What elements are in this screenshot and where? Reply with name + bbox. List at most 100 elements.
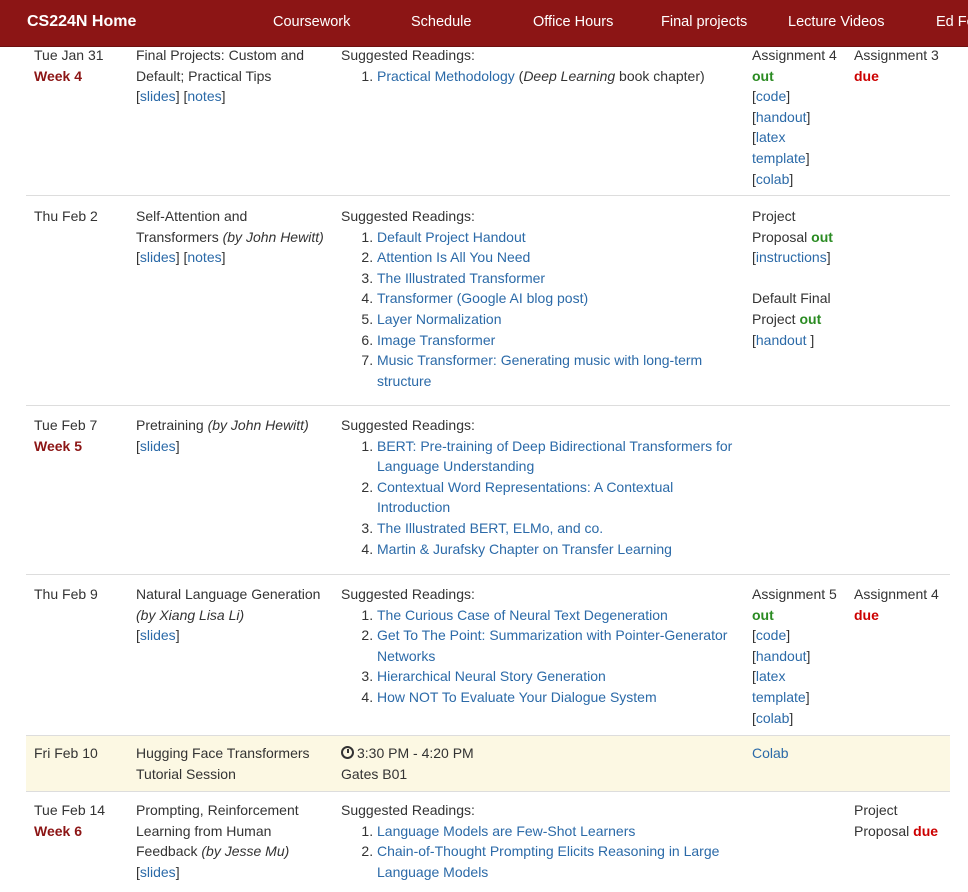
handout-link[interactable]: handout [755, 331, 811, 348]
code-link[interactable]: code [755, 627, 787, 644]
topic-title: Hugging Face Transformers Tutorial Sessi… [136, 745, 310, 782]
topic-cell: Hugging Face Transformers Tutorial Sessi… [136, 743, 331, 784]
colab-link[interactable]: Colab [752, 745, 789, 761]
nav-final-projects[interactable]: Final projects [661, 14, 748, 30]
top-navbar: CS224N Home Coursework Schedule Office H… [0, 0, 968, 47]
list-item: The Curious Case of Neural Text Degenera… [377, 605, 749, 626]
session-time: 3:30 PM - 4:20 PM [357, 745, 474, 761]
week-label: Week 6 [34, 822, 82, 839]
latex-text: latex [755, 668, 786, 685]
suggested-readings-label: Suggested Readings: [341, 802, 475, 818]
topic-cell: Self-Attention and Transformers (by John… [136, 208, 324, 266]
reading-note: ( [514, 67, 524, 84]
topic-title: Natural Language Generation [136, 586, 321, 602]
list-item: Language Models are Few-Shot Learners [377, 821, 749, 842]
reading-link[interactable]: Contextual Word Representations: A Conte… [377, 478, 674, 516]
events-cell: Assignment 5 out [code] [handout] [latex… [752, 586, 837, 726]
slides-link[interactable]: slides [139, 863, 176, 880]
reading-link[interactable]: Attention Is All You Need [377, 249, 531, 266]
session-info-cell: 3:30 PM - 4:20 PM Gates B01 [341, 743, 749, 784]
slides-link[interactable]: slides [139, 88, 176, 105]
readings-list: Default Project Handout Attention Is All… [341, 227, 749, 392]
reading-link[interactable]: Get To The Point: Summarization with Poi… [377, 627, 728, 664]
reading-link[interactable]: Transformer (Google AI blog post) [377, 290, 589, 307]
readings-list: Language Models are Few-Shot Learners Ch… [341, 821, 749, 883]
nav-schedule[interactable]: Schedule [411, 14, 472, 30]
table-row: Thu Feb 9 Natural Language Generation (b… [26, 575, 950, 736]
reading-link[interactable]: How NOT To Evaluate Your Dialogue System [377, 688, 657, 705]
events-cell: Assignment 4 out [code] [handout] [latex… [752, 47, 837, 187]
reading-link[interactable]: Practical Methodology [377, 67, 515, 84]
nav-office-hours[interactable]: Office Hours [533, 14, 614, 30]
reading-link[interactable]: Music Transformer: Generating music with… [377, 352, 703, 389]
suggested-readings-label: Suggested Readings: [341, 417, 475, 433]
brand-home-link[interactable]: CS224N Home [27, 13, 137, 30]
code-link[interactable]: code [755, 88, 787, 105]
lecturer-name: (by Jesse Mu) [201, 843, 290, 860]
out-badge: out [752, 67, 774, 84]
reading-link[interactable]: Chain-of-Thought Prompting Elicits Reaso… [377, 843, 720, 880]
event-title: Project [752, 208, 796, 224]
latex-template-link[interactable]: latex template [752, 129, 806, 166]
reading-link[interactable]: The Illustrated Transformer [377, 269, 546, 286]
date-text: Tue Feb 7 [34, 417, 98, 433]
notes-link[interactable]: notes [187, 88, 222, 105]
suggested-readings-label: Suggested Readings: [341, 208, 475, 224]
lecturer-name: (by Xiang Lisa Li) [136, 606, 245, 623]
notes-link[interactable]: notes [187, 249, 222, 266]
reading-link[interactable]: Hierarchical Neural Story Generation [377, 668, 606, 685]
event-title: Default Final [752, 290, 831, 307]
deadlines-cell: Assignment 3 due [854, 45, 954, 86]
reading-link[interactable]: Default Project Handout [377, 228, 526, 245]
list-item: Get To The Point: Summarization with Poi… [377, 625, 749, 666]
colab-link[interactable]: colab [755, 170, 790, 187]
nav-coursework[interactable]: Coursework [273, 14, 351, 30]
deadlines-cell: Project Proposal due [854, 800, 954, 841]
event-title: Assignment 4 [752, 47, 837, 63]
suggested-readings-label: Suggested Readings: [341, 586, 475, 602]
slides-link[interactable]: slides [139, 437, 176, 454]
topic-title: Prompting, Reinforcement Learning from H… [136, 802, 299, 860]
events-cell: Colab [752, 743, 852, 764]
reading-link[interactable]: The Curious Case of Neural Text Degenera… [377, 606, 668, 623]
nav-lecture-videos[interactable]: Lecture Videos [788, 14, 885, 30]
template-text: template [752, 149, 806, 166]
readings-cell: Suggested Readings: Language Models are … [341, 800, 749, 882]
date-text: Fri Feb 10 [34, 745, 98, 761]
list-item: Hierarchical Neural Story Generation [377, 666, 749, 687]
event-title: Proposal [752, 228, 808, 245]
date-cell: Thu Feb 2 [34, 206, 134, 227]
handout-link[interactable]: handout [755, 647, 807, 664]
reading-link[interactable]: The Illustrated BERT, ELMo, and co. [377, 519, 604, 536]
list-item: Attention Is All You Need [377, 247, 749, 268]
topic-title: Pretraining [136, 417, 204, 433]
list-item: Practical Methodology (Deep Learning boo… [377, 66, 749, 87]
colab-link[interactable]: colab [755, 709, 790, 726]
latex-text: latex [755, 129, 786, 146]
reading-link[interactable]: Martin & Jurafsky Chapter on Transfer Le… [377, 540, 672, 557]
reading-link[interactable]: Language Models are Few-Shot Learners [377, 822, 636, 839]
due-badge: due [854, 606, 879, 623]
topic-cell: Final Projects: Custom and Default; Prac… [136, 47, 305, 105]
date-cell: Thu Feb 9 [34, 584, 134, 605]
table-row: Tue Jan 31 Week 4 Final Projects: Custom… [26, 46, 950, 196]
handout-link[interactable]: handout [755, 108, 807, 125]
out-badge: out [799, 310, 822, 327]
due-title: Assignment 3 [854, 47, 939, 63]
slides-link[interactable]: slides [139, 627, 176, 644]
due-badge: due [913, 822, 939, 839]
list-item: Layer Normalization [377, 309, 749, 330]
topic-title: Self-Attention and Transformers [136, 208, 248, 245]
events-cell: Project Proposal out [instructions] Defa… [752, 208, 833, 348]
reading-link[interactable]: Image Transformer [377, 331, 496, 348]
latex-template-link[interactable]: latex template [752, 668, 806, 705]
reading-link[interactable]: Layer Normalization [377, 310, 502, 327]
date-cell: Tue Feb 7 Week 5 [34, 415, 134, 456]
due-title: Assignment 4 [854, 586, 939, 602]
instructions-link[interactable]: instructions [755, 249, 827, 266]
nav-ed-forum[interactable]: Ed Fo [936, 14, 968, 30]
reading-link[interactable]: BERT: Pre-training of Deep Bidirectional… [377, 437, 733, 475]
readings-cell: Suggested Readings: The Curious Case of … [341, 584, 749, 708]
slides-link[interactable]: slides [139, 249, 176, 266]
readings-list: BERT: Pre-training of Deep Bidirectional… [341, 436, 749, 560]
